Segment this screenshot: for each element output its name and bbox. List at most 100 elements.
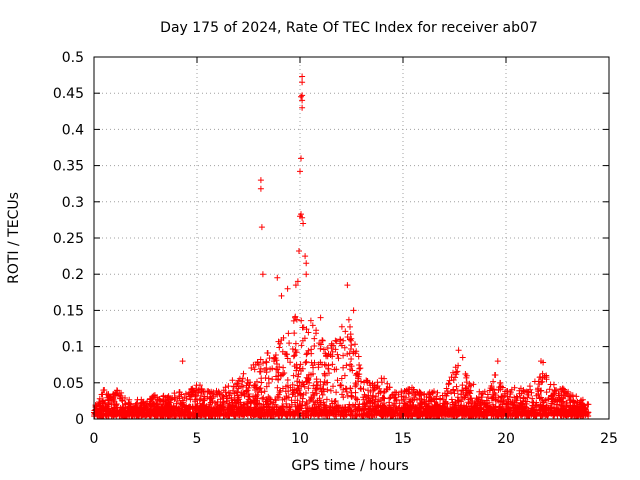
data-point [335, 355, 342, 362]
data-point [428, 396, 435, 403]
data-point [473, 395, 480, 402]
data-point [323, 396, 330, 403]
data-point [402, 401, 409, 408]
data-point [427, 397, 434, 404]
data-point [173, 403, 180, 410]
data-point [380, 395, 387, 402]
data-point [299, 79, 306, 86]
data-point [399, 410, 406, 417]
data-point [430, 409, 437, 416]
data-point [540, 359, 547, 366]
data-point [250, 361, 257, 368]
data-point [298, 342, 305, 349]
data-point [326, 406, 333, 413]
data-point [298, 155, 304, 162]
data-point [118, 389, 125, 396]
data-point [564, 408, 571, 415]
data-point [320, 346, 327, 353]
data-point [365, 397, 372, 404]
data-point [103, 405, 110, 412]
data-point [388, 392, 395, 399]
data-point [234, 380, 241, 387]
y-tick-label: 0 [75, 412, 84, 428]
data-point [582, 406, 589, 413]
data-point [247, 408, 254, 415]
data-point [126, 408, 133, 415]
data-point [425, 405, 432, 412]
data-point [319, 361, 326, 368]
data-point [352, 380, 359, 387]
data-point [358, 386, 364, 392]
data-point [552, 397, 559, 404]
y-tick-label: 0.35 [53, 159, 84, 175]
data-point [565, 393, 572, 400]
data-point [248, 365, 255, 371]
data-point [463, 389, 470, 396]
data-point [529, 395, 536, 402]
data-point [467, 412, 474, 419]
data-point [305, 385, 312, 392]
data-point [243, 387, 250, 394]
data-point [244, 412, 251, 419]
data-point [539, 404, 546, 411]
data-point [238, 407, 245, 414]
data-point [281, 370, 288, 376]
data-point [188, 393, 195, 400]
data-point [289, 391, 296, 397]
data-point [377, 389, 384, 396]
data-point [326, 370, 332, 377]
data-point [198, 411, 204, 418]
data-point [513, 397, 520, 404]
data-point [543, 389, 550, 396]
data-point [147, 395, 153, 402]
data-point [441, 396, 447, 403]
data-point [254, 359, 261, 365]
data-point [234, 388, 241, 395]
data-point [357, 385, 364, 392]
data-point [313, 390, 320, 397]
data-point [486, 405, 493, 412]
data-point [227, 390, 234, 397]
data-point [252, 411, 259, 418]
data-point [527, 408, 534, 415]
data-point [454, 394, 461, 401]
data-point [294, 278, 301, 285]
data-point [381, 403, 388, 410]
data-point [357, 365, 364, 372]
data-point [303, 260, 310, 267]
data-point [545, 405, 552, 412]
data-point [282, 411, 289, 418]
data-point [411, 392, 418, 399]
data-point [259, 404, 266, 411]
data-point [448, 407, 455, 414]
data-point [291, 330, 298, 337]
data-point [294, 382, 301, 389]
data-point [347, 385, 354, 392]
data-point [240, 411, 246, 417]
data-point [393, 389, 400, 396]
data-point [479, 394, 485, 401]
data-point [421, 391, 428, 397]
data-point [279, 403, 286, 409]
data-point [272, 411, 279, 418]
data-point [540, 408, 547, 415]
data-point [176, 393, 182, 399]
data-point [225, 383, 232, 390]
data-point [317, 407, 324, 414]
data-point [292, 340, 299, 347]
data-point [495, 387, 502, 394]
y-tick-label: 0.4 [62, 122, 84, 138]
data-point [454, 387, 461, 394]
data-point [140, 399, 147, 406]
data-point [172, 405, 179, 411]
data-point [284, 285, 291, 292]
data-point [555, 390, 562, 397]
data-point [348, 335, 355, 342]
data-point [310, 364, 317, 371]
data-point [330, 342, 337, 349]
data-point [490, 378, 497, 385]
data-point [252, 384, 259, 391]
data-point [533, 403, 540, 410]
data-point [365, 392, 372, 399]
